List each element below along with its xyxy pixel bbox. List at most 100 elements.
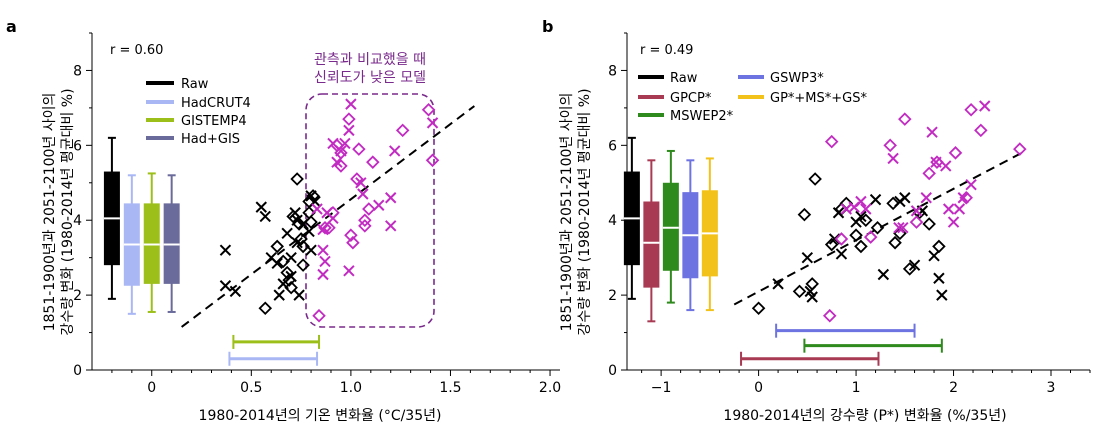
point-cross-magenta-a-13 xyxy=(345,98,357,110)
point-cross-black-b-15 xyxy=(928,250,940,262)
point-diamond-magenta-a-4 xyxy=(330,138,344,153)
x-axis-label-b: 1980-2014년의 강수량 (P*) 변화율 (%/35년) xyxy=(723,408,1006,424)
point-diamond-black-a-11 xyxy=(296,258,310,272)
point-diamond-black-b-10 xyxy=(859,213,873,227)
legend-label-raw-a: Raw xyxy=(181,77,209,92)
point-cross-black-b-0 xyxy=(772,278,784,290)
point-diamond-black-a-7 xyxy=(290,172,304,186)
point-cross-magenta-b-5 xyxy=(893,222,905,234)
point-cross-black-b-1 xyxy=(801,251,814,264)
x-axis-label-a: 1980-2014년의 기온 변화율 (°C/35년) xyxy=(199,408,442,424)
point-cross-black-a-15 xyxy=(293,289,305,301)
point-cross-magenta-b-12 xyxy=(942,203,955,215)
panel-label-a: a xyxy=(6,17,17,36)
box-b-gpcp xyxy=(643,201,660,288)
correlation-label-a: r = 0.60 xyxy=(110,43,163,58)
legend-label-gswp3-b: GSWP3* xyxy=(770,71,824,86)
point-cross-black-a-1 xyxy=(219,280,232,292)
point-diamond-magenta-b-11 xyxy=(964,102,978,117)
y-tick-label-b-4: 4 xyxy=(608,213,617,229)
x-tick-label-b-1: −1 xyxy=(651,380,672,396)
point-cross-magenta-a-14 xyxy=(355,177,367,189)
x-tick-label-a-0-5: 0.5 xyxy=(240,380,262,396)
point-cross-magenta-b-2 xyxy=(855,195,867,208)
point-diamond-magenta-a-14 xyxy=(362,202,376,216)
point-diamond-magenta-a-18 xyxy=(425,153,440,168)
plot-area-a: 0 2 4 6 8 0 0.5 1.0 1.5 2.0 xyxy=(73,32,561,396)
legend-label-gpcp-b: GPCP* xyxy=(670,91,712,106)
point-diamond-black-b-11 xyxy=(870,220,885,235)
point-diamond-magenta-b-7 xyxy=(922,166,936,181)
y-tick-label-b-0: 0 xyxy=(608,363,617,379)
point-diamond-black-b-17 xyxy=(922,217,936,231)
legend-b: Raw GPCP* MSWEP2* GSWP3* GP*+MS*+GS* xyxy=(638,71,867,124)
panel-b: b r = 0.49 1851-1900년과 2051-2100년 사이의 강수… xyxy=(542,17,1091,424)
low-confidence-region-box xyxy=(305,93,435,328)
y-tick-label-b-2: 2 xyxy=(608,288,617,304)
annotation-line1-a: 관측과 비교했을 때 xyxy=(314,52,426,68)
point-diamond-black-b-12 xyxy=(886,196,900,211)
legend-a: Raw HadCRUT4 GISTEMP4 Had+GIS xyxy=(146,77,251,147)
point-cross-magenta-a-3 xyxy=(317,268,329,281)
point-cross-black-b-4 xyxy=(828,233,841,245)
legend-label-hadcrut4-a: HadCRUT4 xyxy=(181,96,251,111)
panel-label-b: b xyxy=(542,17,553,36)
legend-label-raw-b: Raw xyxy=(670,71,698,86)
point-diamond-black-a-3 xyxy=(280,265,294,280)
point-diamond-magenta-b-5 xyxy=(898,112,912,126)
point-diamond-black-a-5 xyxy=(284,280,298,295)
point-diamond-black-b-3 xyxy=(805,277,819,291)
annotation-line2-a: 신뢰도가 낮은 모델 xyxy=(314,70,426,86)
point-diamond-black-a-14 xyxy=(304,215,318,229)
y-tick-label-a-0: 0 xyxy=(73,363,82,379)
point-diamond-magenta-b-10 xyxy=(959,190,973,205)
point-cross-black-a-14 xyxy=(291,236,303,249)
point-cross-magenta-a-12 xyxy=(343,265,355,277)
point-cross-black-a-0 xyxy=(219,244,232,256)
legend-label-gistemp4-a: GISTEMP4 xyxy=(181,114,247,129)
point-diamond-magenta-a-0 xyxy=(312,308,326,323)
point-diamond-magenta-a-13 xyxy=(358,219,372,233)
y-tick-label-a-8: 8 xyxy=(73,63,82,79)
y-axis-label-a: 1851-1900년과 2051-2100년 사이의 강수량 변화 (1980-… xyxy=(42,88,76,335)
point-diamond-black-b-18 xyxy=(932,239,946,254)
point-cross-black-a-6 xyxy=(271,257,283,269)
point-diamond-magenta-a-12 xyxy=(358,213,372,227)
x-tick-label-b-2: 2 xyxy=(949,380,958,396)
point-cross-magenta-a-11 xyxy=(343,124,355,137)
panel-a: a r = 0.60 1851-1900년과 2051-2100년 사이의 강수… xyxy=(6,17,561,424)
point-diamond-magenta-a-7 xyxy=(342,112,356,126)
point-diamond-black-b-2 xyxy=(797,207,812,222)
point-diamond-black-a-10 xyxy=(296,239,310,254)
point-cross-magenta-b-15 xyxy=(957,192,969,204)
point-diamond-magenta-a-2 xyxy=(322,220,336,235)
point-diamond-black-b-8 xyxy=(849,228,863,242)
point-cross-magenta-b-6 xyxy=(897,222,909,234)
y-axis-label-b-line1: 1851-1900년과 2051-2100년 사이의 xyxy=(559,93,575,332)
point-diamond-magenta-a-3 xyxy=(326,205,340,220)
point-diamond-magenta-b-6 xyxy=(909,215,924,229)
point-diamond-magenta-a-11 xyxy=(352,142,366,156)
point-cross-black-b-12 xyxy=(899,192,911,204)
point-cross-magenta-b-7 xyxy=(910,205,923,217)
point-cross-black-b-3 xyxy=(806,291,818,303)
point-cross-black-b-17 xyxy=(936,289,948,301)
point-cross-black-a-7 xyxy=(273,289,285,301)
point-diamond-magenta-a-9 xyxy=(346,235,360,250)
point-diamond-black-b-4 xyxy=(808,172,822,186)
point-diamond-magenta-a-10 xyxy=(350,172,364,186)
point-cross-magenta-b-8 xyxy=(920,192,932,204)
point-cross-black-b-10 xyxy=(877,268,890,281)
x-tick-label-a-1: 1.0 xyxy=(340,380,362,396)
point-diamond-black-b-0 xyxy=(751,301,766,315)
point-cross-magenta-a-18 xyxy=(385,220,397,232)
point-diamond-magenta-b-4 xyxy=(883,138,897,153)
point-diamond-magenta-a-1 xyxy=(318,220,332,235)
point-diamond-magenta-b-12 xyxy=(974,123,988,138)
regression-line-b xyxy=(733,151,1023,306)
point-cross-black-a-4 xyxy=(259,210,271,223)
point-diamond-magenta-a-15 xyxy=(366,155,380,169)
point-diamond-black-a-2 xyxy=(276,254,290,269)
point-diamond-magenta-a-17 xyxy=(421,102,436,117)
